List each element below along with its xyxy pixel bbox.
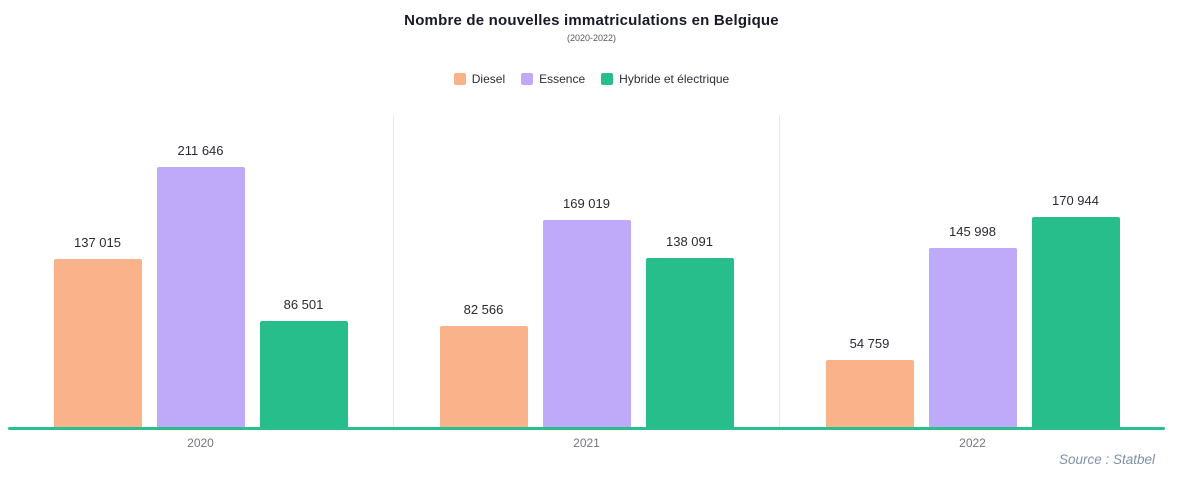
bar [259, 321, 348, 428]
value-label: 86 501 [283, 297, 324, 312]
value-label: 170 944 [1052, 193, 1099, 208]
bar [439, 326, 528, 428]
bar-hybride-et-lectrique-2020: 86 501 [259, 297, 348, 428]
bar-essence-2021: 169 019 [542, 196, 631, 428]
legend-swatch-icon [601, 73, 614, 85]
legend-item-essence[interactable]: Essence [521, 72, 585, 86]
value-label: 54 759 [849, 336, 890, 351]
legend-swatch-icon [521, 73, 534, 85]
value-label: 145 998 [949, 224, 996, 239]
bar [542, 220, 631, 428]
bar-essence-2022: 145 998 [928, 224, 1017, 428]
bar-essence-2020: 211 646 [156, 143, 245, 428]
source-note: Source : Statbel [1058, 452, 1155, 467]
legend-label: Diesel [471, 72, 506, 86]
bar [645, 258, 734, 428]
x-axis-label-2020: 2020 [187, 436, 214, 450]
legend-label: Essence [539, 72, 586, 86]
value-label: 82 566 [463, 302, 504, 317]
chart-subtitle: (2020-2022) [566, 33, 617, 43]
x-axis-label-2021: 2021 [573, 436, 600, 450]
x-axis-label-2022: 2022 [959, 436, 986, 450]
bars-row: 137 015 211 646 86 501 [8, 143, 393, 428]
bar-diesel-2020: 137 015 [53, 235, 142, 428]
bar-hybride-et-lectrique-2021: 138 091 [645, 234, 734, 428]
bar [156, 167, 245, 428]
bar-group-2021: 82 566 169 019 138 091 2021 [393, 115, 779, 450]
chart-title: Nombre de nouvelles immatriculations en … [404, 12, 779, 29]
bar-diesel-2022: 54 759 [825, 336, 914, 428]
legend-item-hybride-et-lectrique[interactable]: Hybride et électrique [601, 72, 729, 86]
legend-item-diesel[interactable]: Diesel [453, 72, 506, 86]
bar-diesel-2021: 82 566 [439, 302, 528, 428]
bar [53, 259, 142, 428]
value-label: 138 091 [666, 234, 713, 249]
bar-group-2020: 137 015 211 646 86 501 2020 [8, 115, 393, 450]
bar-group-2022: 54 759 145 998 170 944 2022 [779, 115, 1165, 450]
value-label: 211 646 [177, 143, 224, 158]
plot-area: 137 015 211 646 86 501 2020 82 566 169 019 138… [8, 115, 1165, 450]
bars-row: 82 566 169 019 138 091 [394, 196, 779, 428]
bars-row: 54 759 145 998 170 944 [780, 193, 1165, 428]
legend-swatch-icon [453, 73, 466, 85]
bar-hybride-et-lectrique-2022: 170 944 [1031, 193, 1120, 428]
bar [928, 248, 1017, 428]
bar [825, 360, 914, 428]
value-label: 169 019 [563, 196, 610, 211]
x-axis-baseline [8, 427, 1165, 430]
value-label: 137 015 [74, 235, 121, 250]
bar [1031, 217, 1120, 428]
legend: Diesel Essence Hybride et électrique [0, 72, 1183, 86]
legend-label: Hybride et électrique [619, 72, 730, 86]
